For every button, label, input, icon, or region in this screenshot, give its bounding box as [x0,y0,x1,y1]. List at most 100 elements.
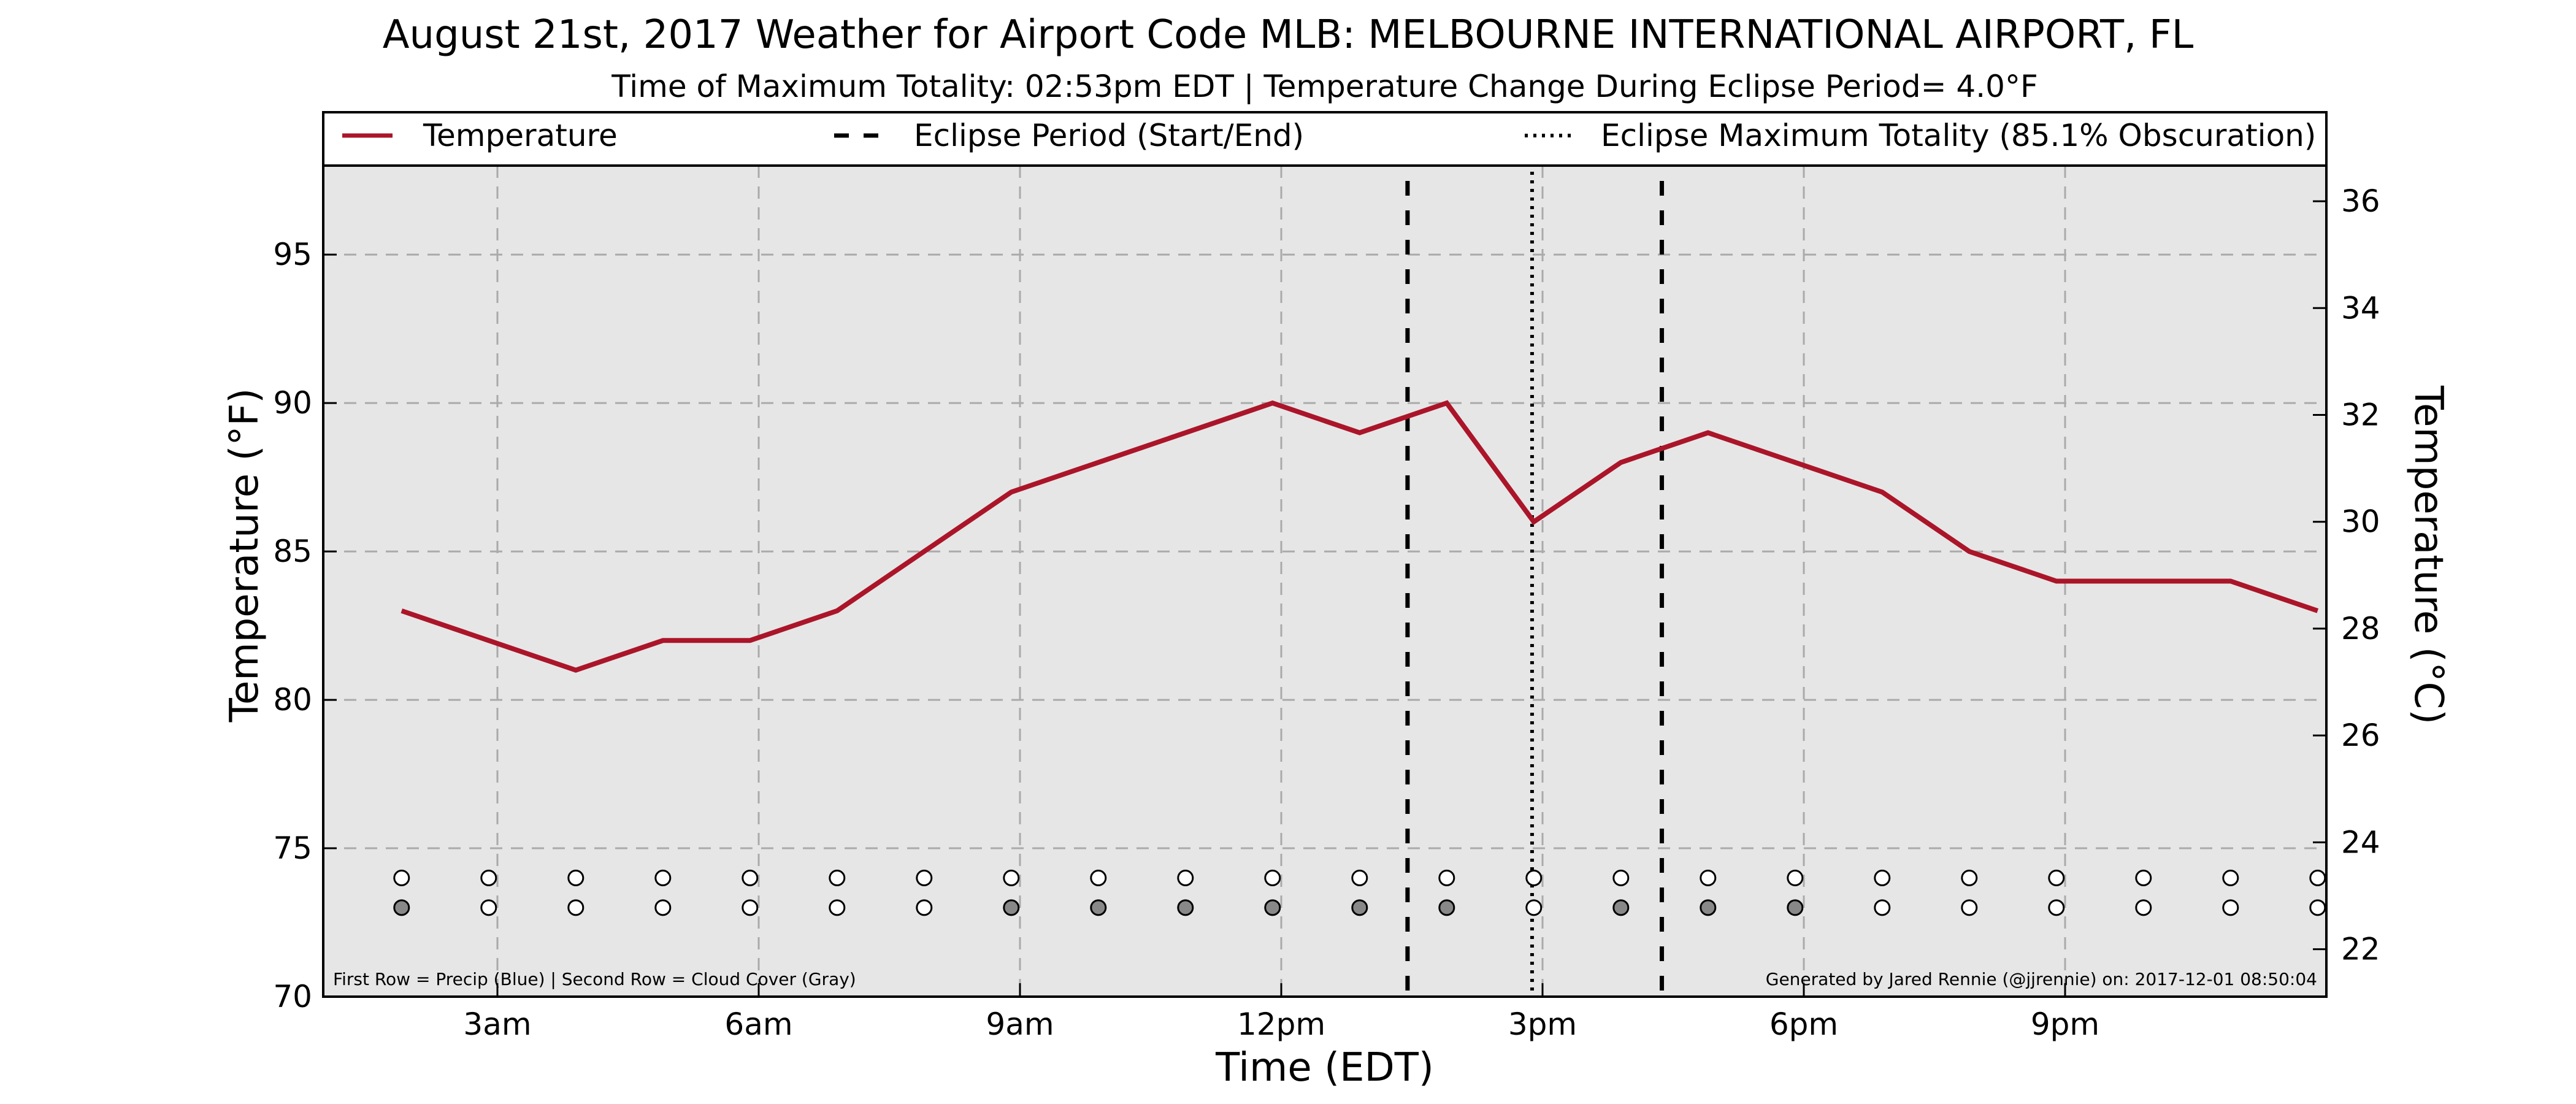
cloud-cover-marker [1177,899,1194,916]
temperature-line [401,400,2319,673]
legend-temperature-label: Temperature [423,118,618,153]
precip-marker [829,869,846,886]
chart-subtitle: Time of Maximum Totality: 02:53pm EDT | … [611,69,2037,104]
cloud-cover-marker [1700,899,1717,916]
precip-marker [916,869,933,886]
precip-marker [1612,869,1630,886]
y-axis-right: 22 24 26 28 30 32 34 36 [2313,183,2380,967]
note-left: First Row = Precip (Blue) | Second Row =… [333,969,856,989]
cloud-cover-marker [1090,899,1107,916]
precip-marker [2048,869,2065,886]
temperature-point [2230,581,2231,582]
x-tick-label: 9pm [2031,1006,2099,1042]
legend-eclipse-period-label: Eclipse Period (Start/End) [914,118,1304,153]
cloud-cover-marker [1525,899,1543,916]
y-tick-label: 80 [273,682,312,718]
y-right-tick-label: 26 [2341,718,2380,753]
y-right-tick-label: 28 [2341,611,2380,646]
cloud-cover-marker [2222,899,2239,916]
temperature-point [2317,610,2318,611]
cloud-cover-marker [1003,899,1020,916]
temperature-point [1620,462,1622,463]
cloud-cover-marker [567,899,585,916]
temperature-point [1359,432,1360,434]
indicator-rows [393,869,2326,916]
y-right-tick-label: 30 [2341,504,2380,540]
temperature-point [1446,402,1447,404]
precip-marker [1787,869,1804,886]
temperature-point [1533,521,1535,523]
cloud-cover-marker [2048,899,2065,916]
cloud-cover-marker [1787,899,1804,916]
precip-marker [742,869,759,886]
cloud-cover-marker [654,899,672,916]
grid-lines [323,166,2326,997]
cloud-cover-marker [1961,899,1978,916]
precip-marker [1090,869,1107,886]
precip-marker [1438,869,1455,886]
temperature-point [1011,491,1012,493]
cloud-cover-marker [1438,899,1455,916]
temperature-point [1272,402,1273,404]
cloud-cover-marker [1874,899,1891,916]
precip-marker [1961,869,1978,886]
precip-marker [2222,869,2239,886]
precip-marker [2135,869,2152,886]
temperature-point [1795,462,1796,463]
y-tick-label: 95 [273,237,312,272]
cloud-cover-marker [480,899,497,916]
y-right-tick-label: 24 [2341,824,2380,860]
precip-marker [567,869,585,886]
temperature-point [1969,551,1970,552]
precip-marker [2309,869,2326,886]
temperature-point [2143,581,2144,582]
cloud-cover-marker [2135,899,2152,916]
precip-marker [1700,869,1717,886]
temperature-point [575,670,577,671]
cloud-cover-marker [1264,899,1281,916]
precip-marker [1351,869,1368,886]
precip-marker [654,869,672,886]
cloud-cover-marker [829,899,846,916]
y-axis-left: 70 75 80 85 90 95 [273,237,337,1014]
temperature-point [749,640,751,641]
x-tick-label: 6am [724,1006,792,1042]
precip-marker [1264,869,1281,886]
cloud-cover-marker [2309,899,2326,916]
precip-marker [1003,869,1020,886]
y-right-tick-label: 36 [2341,183,2380,219]
temperature-point [662,640,664,641]
x-tick-label: 9am [986,1006,1054,1042]
temperature-point [1882,491,1883,493]
y-tick-label: 85 [273,534,312,569]
cloud-cover-marker [916,899,933,916]
temperature-point [488,640,489,641]
legend: Temperature Eclipse Period (Start/End) E… [342,118,2316,153]
temperature-series [401,400,2319,673]
y-tick-label: 70 [273,979,312,1014]
precip-marker [1874,869,1891,886]
precip-marker [480,869,497,886]
temperature-point [1098,462,1099,463]
x-tick-label: 6pm [1769,1006,1838,1042]
legend-eclipse-max-label: Eclipse Maximum Totality (85.1% Obscurat… [1601,118,2316,153]
plot-area [323,166,2326,997]
eclipse-lines [1405,172,1665,997]
precip-marker [393,869,410,886]
precip-marker [1177,869,1194,886]
cloud-cover-marker [742,899,759,916]
x-tick-label: 3pm [1508,1006,1577,1042]
temperature-point [837,610,838,611]
x-tick-label: 3am [463,1006,531,1042]
y-tick-label: 90 [273,385,312,421]
y-right-tick-label: 32 [2341,397,2380,433]
cloud-cover-marker [1351,899,1368,916]
temperature-point [1185,432,1186,434]
note-right: Generated by Jared Rennie (@jjrennie) on… [1766,969,2317,989]
x-tick-label: 12pm [1237,1006,1325,1042]
cloud-cover-marker [393,899,410,916]
y-axis-right-label: Temperature (°C) [2405,385,2451,724]
x-axis: 3am 6am 9am 12pm 3pm 6pm 9pm [463,983,2099,1042]
y-axis-label: Temperature (°F) [222,388,267,723]
